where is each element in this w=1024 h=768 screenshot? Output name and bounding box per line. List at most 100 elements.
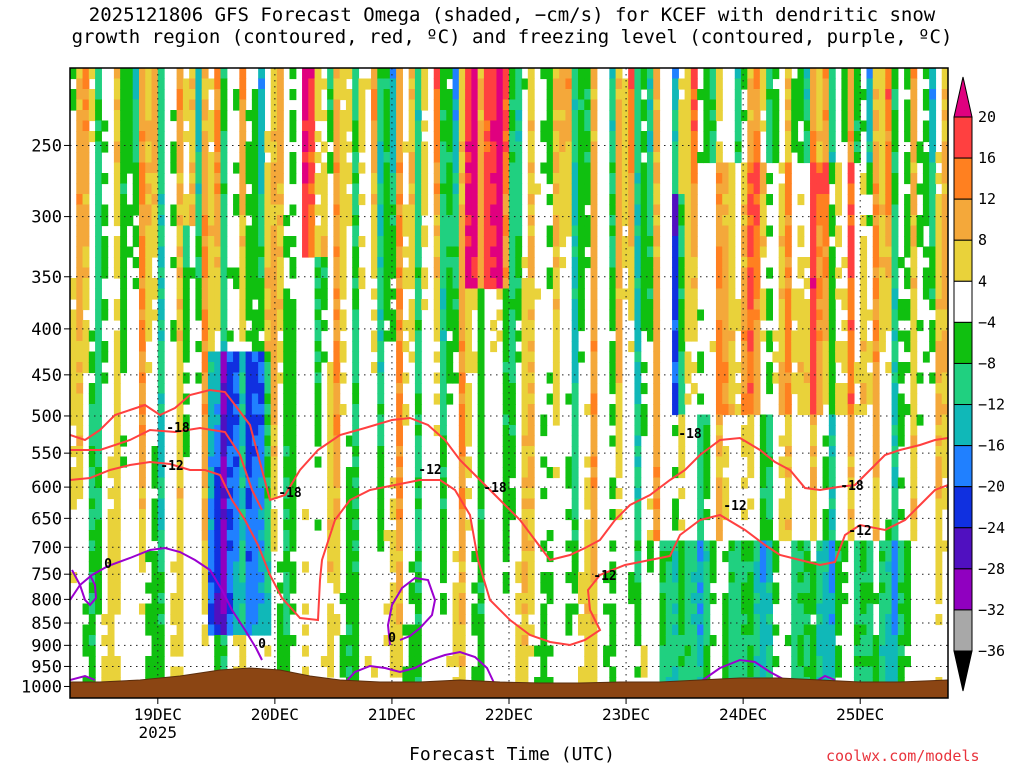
omega-cell <box>465 89 472 101</box>
omega-cell <box>82 183 90 195</box>
omega-cell <box>490 131 498 143</box>
omega-cell <box>672 603 679 615</box>
omega-cell <box>233 624 240 636</box>
omega-cell <box>646 183 654 195</box>
omega-cell <box>872 215 880 227</box>
omega-cell <box>571 288 579 300</box>
omega-cell <box>615 309 623 321</box>
omega-cell <box>233 393 240 405</box>
omega-cell <box>176 540 184 552</box>
omega-cell <box>816 561 824 573</box>
omega-cell <box>509 509 516 521</box>
omega-cell <box>333 393 341 405</box>
omega-cell <box>157 540 165 552</box>
omega-cell <box>339 320 347 332</box>
omega-cell <box>803 551 811 563</box>
omega-cell <box>640 320 648 332</box>
omega-cell <box>640 204 648 216</box>
omega-cell <box>440 120 447 132</box>
omega-cell <box>320 141 328 153</box>
omega-cell <box>634 582 642 594</box>
omega-cell <box>408 561 416 573</box>
omega-cell <box>408 656 416 668</box>
omega-cell <box>414 498 422 510</box>
omega-cell <box>891 267 899 279</box>
omega-cell <box>803 99 811 111</box>
omega-cell <box>521 362 529 374</box>
omega-cell <box>352 257 360 269</box>
omega-cell <box>245 467 253 479</box>
omega-cell <box>151 131 159 143</box>
omega-cell <box>646 330 654 342</box>
omega-cell <box>458 173 466 185</box>
omega-cell <box>678 183 686 195</box>
omega-cell <box>816 666 824 678</box>
omega-cell <box>471 236 479 248</box>
omega-cell <box>866 393 874 405</box>
omega-cell <box>872 645 880 657</box>
omega-cell <box>515 299 523 311</box>
omega-cell <box>283 645 291 657</box>
omega-cell <box>477 519 485 531</box>
omega-cell <box>872 404 880 416</box>
omega-cell <box>446 204 454 216</box>
omega-cell <box>458 477 466 489</box>
omega-cell <box>195 162 203 174</box>
omega-cell <box>521 603 529 615</box>
omega-cell <box>383 152 391 164</box>
omega-cell <box>640 173 648 185</box>
omega-cell <box>715 215 723 227</box>
omega-cell <box>214 645 222 657</box>
omega-cell <box>289 404 297 416</box>
omega-cell <box>396 330 403 342</box>
omega-cell <box>226 561 234 573</box>
omega-cell <box>747 603 755 615</box>
omega-cell <box>584 99 592 111</box>
omega-cell <box>759 467 767 479</box>
omega-cell <box>389 99 397 111</box>
omega-cell <box>628 236 636 248</box>
omega-cell <box>546 89 554 101</box>
omega-cell <box>703 78 711 90</box>
omega-cell <box>615 68 623 80</box>
omega-cell <box>772 582 780 594</box>
omega-cell <box>621 236 629 248</box>
omega-cell <box>101 120 109 132</box>
omega-cell <box>433 278 441 290</box>
omega-cell <box>922 246 930 258</box>
omega-cell <box>822 236 830 248</box>
omega-cell <box>214 362 222 374</box>
omega-cell <box>929 110 937 122</box>
omega-cell <box>803 351 811 363</box>
omega-cell <box>333 141 341 153</box>
omega-cell <box>646 152 654 164</box>
omega-cell <box>891 309 899 321</box>
omega-cell <box>452 162 460 174</box>
omega-cell <box>703 89 711 101</box>
omega-cell <box>634 540 642 552</box>
omega-cell <box>113 435 121 447</box>
omega-cell <box>904 404 911 416</box>
omega-cell <box>728 278 736 290</box>
omega-cell <box>521 614 529 626</box>
omega-cell <box>935 278 943 290</box>
omega-cell <box>157 666 165 678</box>
omega-cell <box>715 78 723 90</box>
omega-cell <box>458 68 466 80</box>
omega-cell <box>584 78 592 90</box>
omega-cell <box>95 414 102 426</box>
omega-cell <box>396 288 403 300</box>
omega-cell <box>132 183 140 195</box>
omega-cell <box>634 456 642 468</box>
omega-cell <box>910 225 918 237</box>
omega-cell <box>220 141 228 153</box>
omega-cell <box>797 299 805 311</box>
omega-cell <box>715 530 723 542</box>
omega-cell <box>810 498 817 510</box>
omega-cell <box>239 509 247 521</box>
omega-cell <box>571 425 579 437</box>
omega-cell <box>584 603 592 615</box>
omega-cell <box>302 78 309 90</box>
omega-cell <box>333 236 341 248</box>
omega-cell <box>891 162 899 174</box>
